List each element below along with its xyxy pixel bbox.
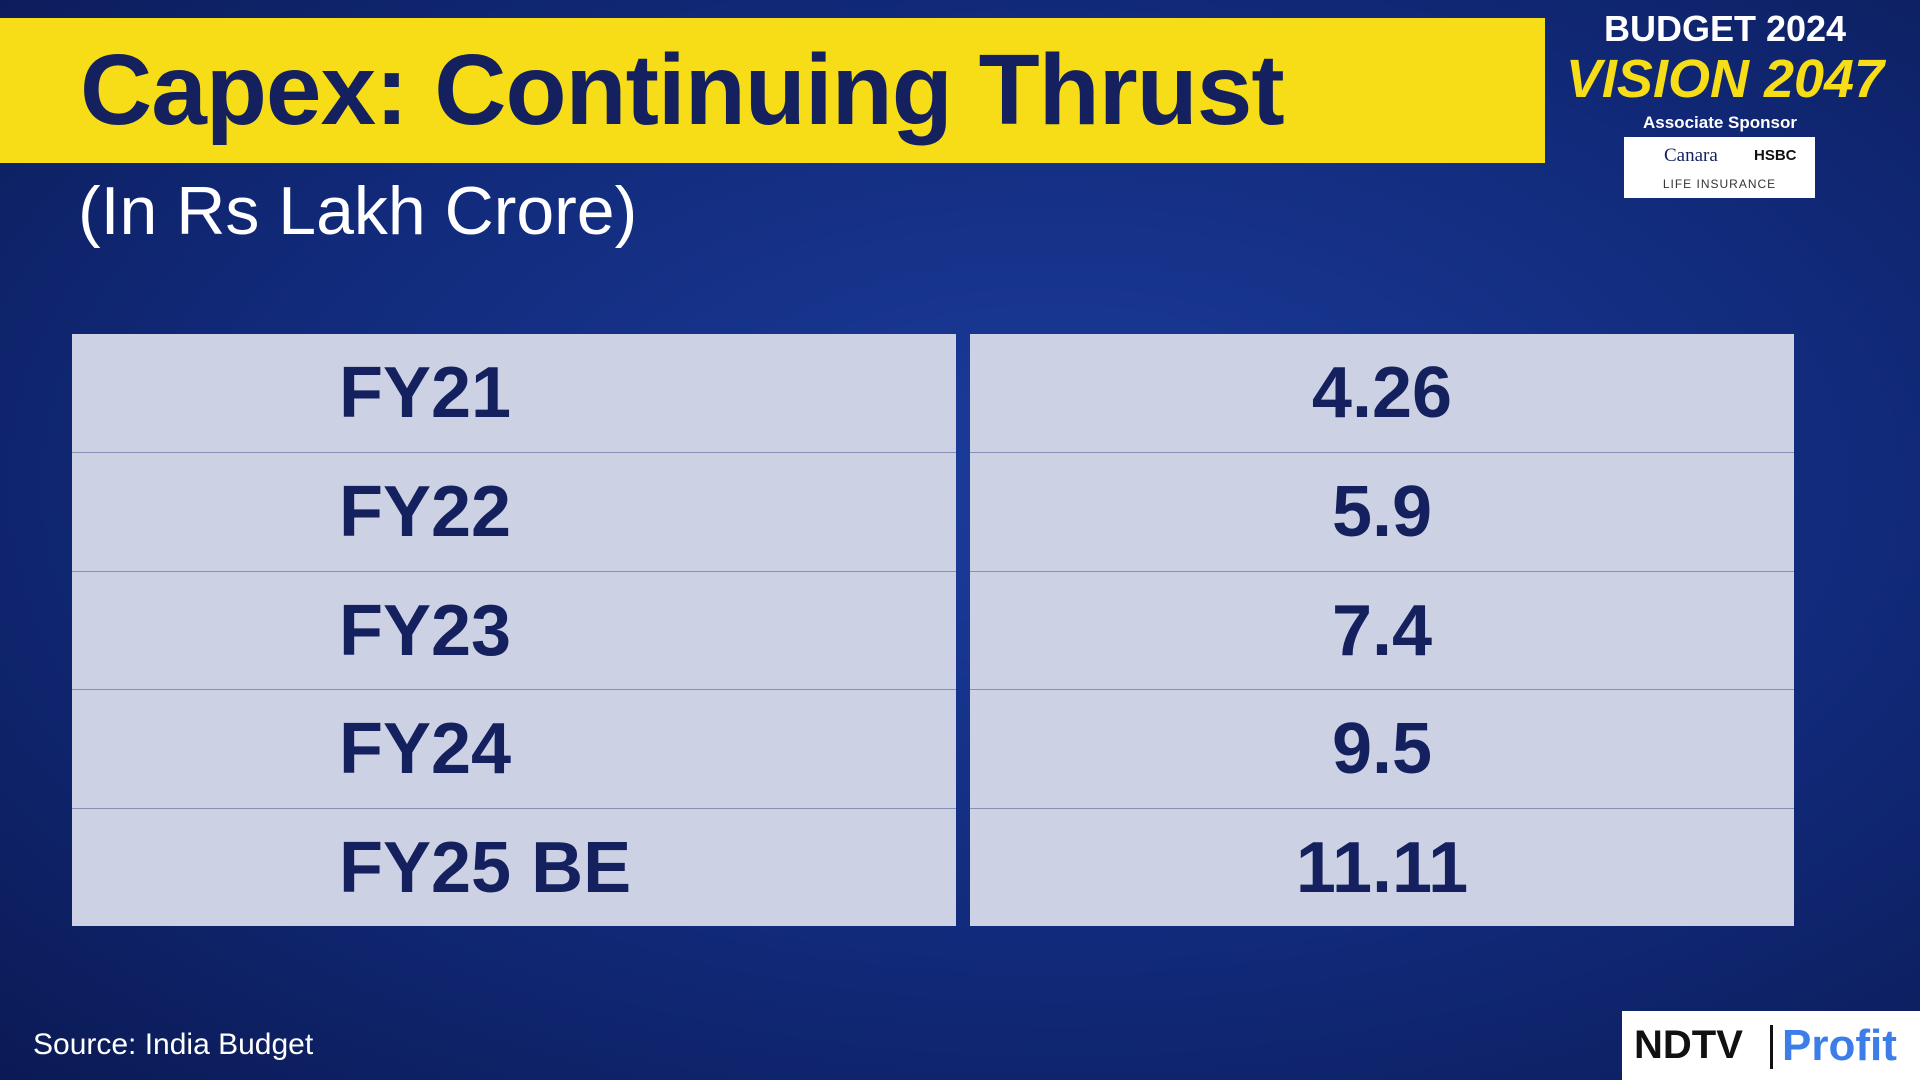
- row-value: 5.9: [970, 452, 1794, 570]
- row-label: FY21: [339, 353, 512, 433]
- title: Capex: Continuing Thrust: [80, 34, 1285, 146]
- row-label: FY24: [72, 689, 956, 807]
- sponsor-name: HSBC: [1754, 147, 1797, 164]
- source: Source: India Budget: [33, 1028, 314, 1061]
- title-bar: [0, 18, 1545, 163]
- row-value: 7.4: [970, 570, 1794, 689]
- sponsor-logo: Canara HSBC LIFE INSURANCE: [1624, 137, 1815, 198]
- logo-divider: [1770, 1025, 1773, 1069]
- row-value: 11.11: [970, 807, 1794, 926]
- sponsor-name: Canara: [1664, 145, 1718, 166]
- row-label: FY22: [72, 452, 956, 570]
- sponsor-label: Associate Sponsor: [1643, 113, 1797, 132]
- row-label: FY25 BE: [72, 807, 956, 926]
- brand-line: VISION 2047: [1565, 49, 1885, 109]
- subtitle: (In Rs Lakh Crore): [78, 173, 638, 249]
- table-column: 4.26 5.9 7.4 9.5 11.11: [970, 334, 1794, 926]
- logo-text: NDTV: [1634, 1023, 1743, 1067]
- brand-line: BUDGET 2024: [1603, 8, 1847, 49]
- row-value: 4.26: [1311, 353, 1453, 433]
- row-value: 9.5: [970, 689, 1794, 807]
- logo: NDTV Profit: [1622, 1011, 1920, 1080]
- row-label: FY23: [72, 570, 956, 689]
- logo-text: Profit: [1782, 1021, 1897, 1070]
- sponsor-tag: LIFE INSURANCE: [1662, 177, 1777, 191]
- table-column: FY21 FY22 FY23 FY24 FY25 BE: [72, 334, 956, 926]
